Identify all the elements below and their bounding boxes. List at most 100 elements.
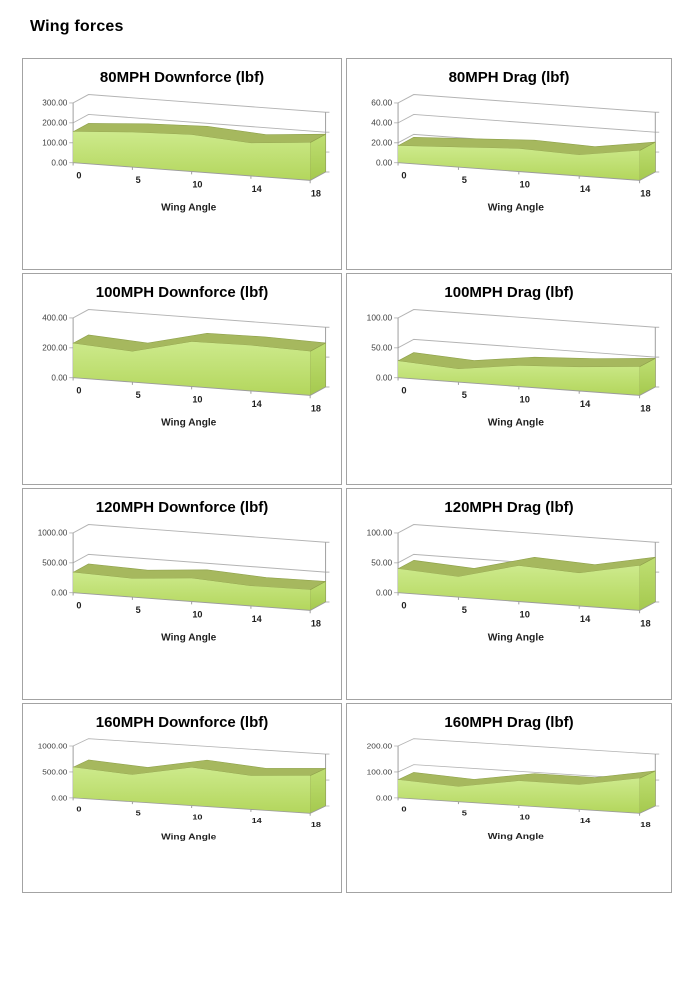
y-axis-labels: 0.00 100.00 200.00 300.00 [42,99,68,168]
x-tick-label: 14 [580,816,591,825]
x-axis-line [397,377,656,399]
y-tick-label: 500.00 [42,768,67,776]
y-tick-label: 0.00 [376,374,393,383]
area-front-face [398,565,640,611]
y-tick-label: 0.00 [51,794,67,802]
x-axis-line [72,377,326,399]
x-tick-label: 10 [192,610,202,620]
chart-svg: 0.00 200.00 400.00 0 5 10 14 18 Wing Angle [42,309,330,428]
area-right-face [309,342,326,396]
x-axis-title: Wing Angle [161,832,216,841]
x-tick-label: 14 [252,184,262,194]
x-tick-label: 18 [640,618,650,628]
y-tick-label: 40.00 [371,119,392,128]
area-top-ribbon [72,123,326,144]
area-top-ribbon [397,770,656,787]
x-tick-label: 18 [640,820,651,829]
y-tick-label: 1000.00 [38,742,68,750]
chart-svg: 0.00 50.00 100.00 0 5 10 14 18 Wing Angle [367,524,660,643]
y-tick-label: 300.00 [42,99,68,108]
x-tick-label: 10 [192,395,202,405]
x-tick-label: 18 [640,403,650,413]
x-axis-line [72,592,326,614]
area-front-face [398,360,640,396]
chart-panel: 80MPH Drag (lbf) 0.00 20.00 40.00 60.00 0 5 10… [346,58,672,270]
x-axis-line [397,592,656,614]
x-axis-title: Wing Angle [161,632,217,643]
x-tick-label: 5 [136,175,141,185]
x-tick-label: 18 [640,188,650,198]
y-axis-labels: 0.00 200.00 400.00 [42,314,68,383]
x-axis-title: Wing Angle [161,202,217,213]
area-top-ribbon [397,137,656,156]
x-axis-title: Wing Angle [488,417,545,428]
y-tick-label: 200.00 [42,119,68,128]
x-tick-label: 10 [520,395,530,405]
area-top-ribbon [72,759,326,776]
chart-panel: 80MPH Downforce (lbf) 0.00 100.00 200.00 30… [22,58,342,270]
y-tick-label: 0.00 [376,159,393,168]
y-tick-label: 100.00 [367,768,392,776]
area-series [72,563,326,611]
chart-title: 120MPH Drag (lbf) [444,499,574,516]
y-tick-label: 0.00 [51,589,67,598]
x-tick-label: 10 [520,812,531,821]
x-axis-labels: 0 5 10 14 18 [76,601,321,629]
x-axis-title: Wing Angle [161,417,217,428]
y-tick-label: 100.00 [42,139,68,148]
area-top-ribbon [72,333,326,352]
y-tick-label: 0.00 [51,374,67,383]
y-axis-labels: 0.00 50.00 100.00 [367,529,393,598]
x-axis-labels: 0 5 10 14 18 [401,386,650,413]
area-right-face [309,767,326,814]
x-tick-label: 14 [252,399,262,409]
y-tick-label: 20.00 [371,139,392,148]
x-tick-label: 5 [462,175,467,185]
y-tick-label: 200.00 [42,344,68,353]
x-tick-label: 14 [252,614,262,624]
area-series [72,759,326,814]
y-tick-label: 0.00 [51,159,67,168]
area-front-face [398,145,640,181]
x-axis-labels: 0 5 10 14 18 [76,386,321,414]
x-axis-labels: 0 5 10 14 18 [76,171,321,199]
x-tick-label: 5 [136,808,141,817]
y-axis-labels: 0.00 50.00 100.00 [367,314,393,383]
x-tick-label: 5 [136,605,141,615]
chart-svg: 0.00 100.00 200.00 0 5 10 14 18 Wing Angle [367,738,660,842]
x-tick-label: 14 [580,399,590,409]
chart-panel: 160MPH Drag (lbf) 0.00 100.00 200.00 0 5 10 14… [346,703,672,893]
area-series [397,137,656,181]
y-axis-labels: 0.00 20.00 40.00 60.00 [371,99,392,168]
chart-panel: 120MPH Drag (lbf) 0.00 50.00 100.00 0 5 10 14 1… [346,488,672,700]
area-series [72,333,326,396]
x-tick-label: 0 [76,804,81,813]
chart-title: 160MPH Downforce (lbf) [95,714,269,731]
y-tick-label: 1000.00 [38,529,68,538]
chart-title: 80MPH Downforce (lbf) [99,69,265,86]
chart-title: 100MPH Drag (lbf) [444,284,574,301]
area-top-ribbon [72,563,326,591]
x-axis-labels: 0 5 10 14 18 [401,601,650,628]
x-axis-labels: 0 5 10 14 18 [76,804,321,829]
x-tick-label: 5 [462,605,467,615]
chart-title: 100MPH Downforce (lbf) [95,284,269,301]
x-tick-label: 10 [192,812,202,821]
y-tick-label: 0.00 [376,794,392,802]
chart-title: 80MPH Drag (lbf) [448,69,570,86]
y-tick-label: 50.00 [371,559,392,568]
x-tick-label: 0 [76,601,81,611]
x-tick-label: 0 [401,804,406,813]
y-tick-label: 400.00 [42,314,68,323]
charts-grid: 80MPH Downforce (lbf) 0.00 100.00 200.00 30… [22,58,698,893]
x-tick-label: 18 [311,403,321,413]
chart-svg: 0.00 500.00 1000.00 0 5 10 14 18 Wing Angle [38,524,330,643]
chart-svg: 0.00 20.00 40.00 60.00 0 5 10 14 18 Wing Angle [371,94,660,213]
y-tick-label: 100.00 [367,314,393,323]
page-header: Wing forces [0,18,698,36]
chart-panel: 160MPH Downforce (lbf) 0.00 500.00 1000.00… [22,703,342,893]
chart-svg: 0.00 50.00 100.00 0 5 10 14 18 Wing Angle [367,309,660,428]
x-tick-label: 10 [192,180,202,190]
x-axis-title: Wing Angle [488,202,545,213]
y-axis-labels: 0.00 500.00 1000.00 [38,742,68,802]
